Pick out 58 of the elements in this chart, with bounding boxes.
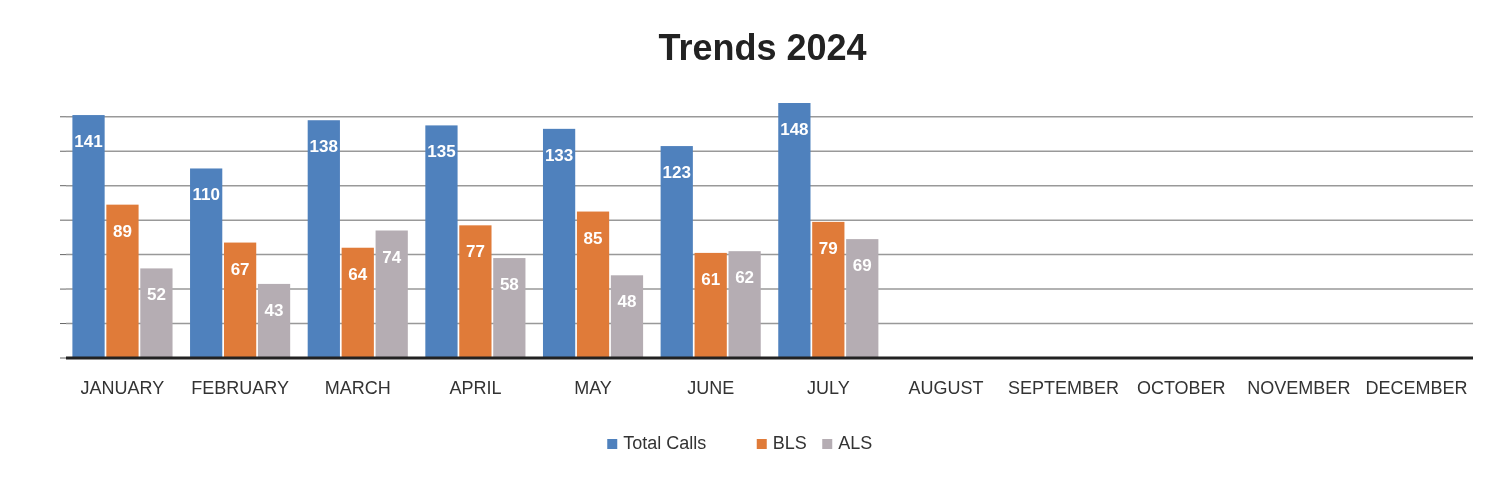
legend-label: ALS xyxy=(838,433,873,453)
x-tick-label: NOVEMBER xyxy=(1247,378,1351,398)
data-label: 133 xyxy=(544,145,574,165)
data-label: 89 xyxy=(113,221,132,241)
data-label: 48 xyxy=(617,292,637,312)
x-tick-label: JANUARY xyxy=(80,378,165,398)
bar xyxy=(106,204,139,358)
x-tick-label: APRIL xyxy=(449,378,502,398)
data-label: 62 xyxy=(735,268,755,288)
x-tick-label: MAY xyxy=(574,378,612,398)
bar xyxy=(190,168,223,358)
bar xyxy=(660,146,693,358)
data-label: 67 xyxy=(230,259,250,279)
bar xyxy=(307,120,340,358)
bar xyxy=(341,247,374,358)
bar xyxy=(223,242,257,358)
data-label: 79 xyxy=(818,238,838,258)
legend-label: BLS xyxy=(772,433,807,453)
data-label: 77 xyxy=(465,242,485,262)
data-label: 123 xyxy=(662,163,691,183)
data-label: 110 xyxy=(192,185,220,205)
x-tick-label: JUNE xyxy=(687,378,735,398)
data-label: 61 xyxy=(701,269,721,289)
bar xyxy=(778,103,811,358)
data-label: 135 xyxy=(427,142,456,162)
bar xyxy=(694,252,727,358)
bar xyxy=(493,258,526,358)
bar xyxy=(257,283,291,358)
bar xyxy=(72,115,105,358)
x-tick-label: MARCH xyxy=(324,378,391,398)
data-label: 58 xyxy=(499,275,519,295)
data-label: 64 xyxy=(348,264,368,284)
bar xyxy=(812,221,845,358)
x-tick-label: JULY xyxy=(806,378,850,398)
data-label: 141 xyxy=(74,132,103,152)
data-label: 43 xyxy=(264,300,284,320)
bar xyxy=(542,128,576,358)
bar xyxy=(459,225,492,358)
bar xyxy=(140,268,173,358)
chart-title: Trends 2024 xyxy=(658,27,867,68)
data-label: 85 xyxy=(583,228,603,248)
data-label: 52 xyxy=(146,285,166,305)
x-tick-label: AUGUST xyxy=(908,378,984,398)
bar xyxy=(846,239,879,358)
bar xyxy=(375,230,408,358)
data-label: 69 xyxy=(852,256,872,276)
bar xyxy=(728,251,761,358)
legend-label: Total Calls xyxy=(623,433,707,453)
x-tick-label: OCTOBER xyxy=(1136,378,1226,398)
bar xyxy=(425,125,458,358)
data-label: 138 xyxy=(309,137,338,157)
bar xyxy=(610,275,644,358)
x-tick-label: FEBRUARY xyxy=(191,378,289,398)
data-label: 74 xyxy=(382,247,402,267)
x-tick-label: SEPTEMBER xyxy=(1008,378,1120,398)
data-label: 148 xyxy=(780,120,809,139)
x-tick-label: DECEMBER xyxy=(1365,378,1468,398)
bar xyxy=(576,211,610,358)
